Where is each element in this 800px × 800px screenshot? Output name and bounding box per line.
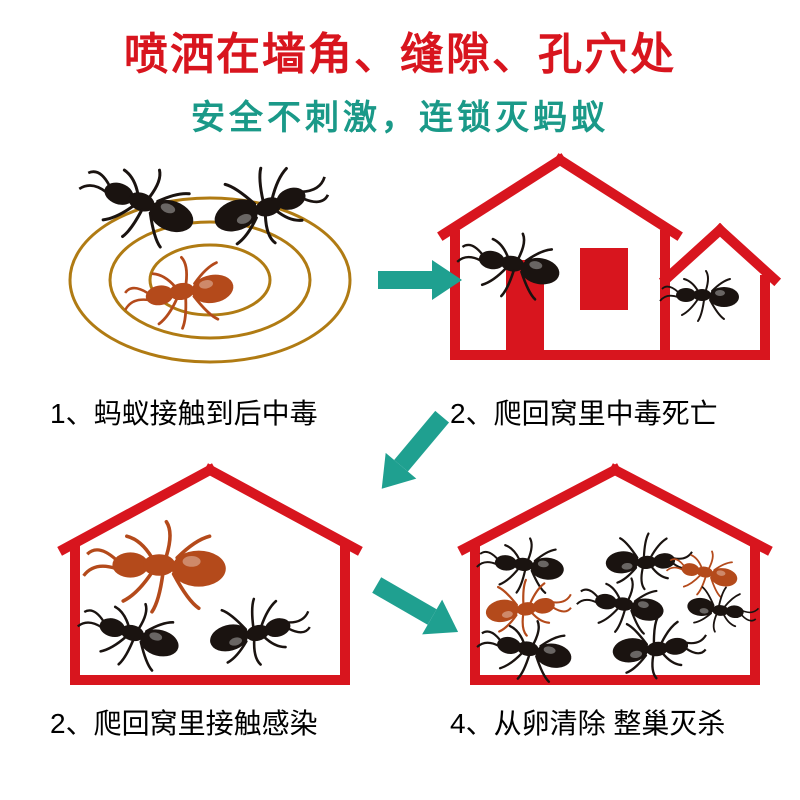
panel-4-illustration: [450, 470, 770, 690]
ant-icon: [663, 544, 741, 601]
flow-arrow-icon: [378, 250, 468, 310]
title-main: 喷洒在墙角、缝隙、孔穴处: [0, 0, 800, 82]
panel-1-caption: 1、蚂蚁接触到后中毒: [40, 392, 380, 432]
flow-arrow-icon: [360, 425, 460, 485]
ant-icon: [202, 586, 318, 675]
ant-icon: [481, 573, 576, 642]
ant-icon: [84, 522, 226, 612]
ant-icon: [118, 249, 239, 337]
ant-icon: [475, 534, 566, 596]
ant-icon: [203, 149, 340, 260]
ant-icon: [685, 584, 760, 635]
panel-step-1: 1、蚂蚁接触到后中毒: [40, 160, 380, 432]
ant-icon: [604, 530, 695, 592]
panel-step-4: 4、从卵清除 整巢灭杀: [440, 470, 780, 742]
title-sub: 安全不刺激，连锁灭蚂蚁: [0, 90, 800, 139]
ant-icon: [71, 589, 187, 678]
flow-arrow-icon: [370, 580, 470, 640]
panel-3-illustration: [50, 470, 370, 690]
panel-step-2: 2、爬回窝里中毒死亡: [440, 160, 780, 432]
panel-2-illustration: [450, 160, 770, 380]
panel-3-caption: 2、爬回窝里接触感染: [40, 702, 380, 742]
diagram-grid: 1、蚂蚁接触到后中毒 2、爬回窝里中毒死亡 2、爬回窝里接触感染 4、从卵清除 …: [0, 150, 800, 790]
panel-4-caption: 4、从卵清除 整巢灭杀: [440, 702, 780, 742]
panel-1-illustration: [50, 160, 370, 380]
panel-2-caption: 2、爬回窝里中毒死亡: [440, 392, 780, 432]
panel-step-3: 2、爬回窝里接触感染: [40, 470, 380, 742]
